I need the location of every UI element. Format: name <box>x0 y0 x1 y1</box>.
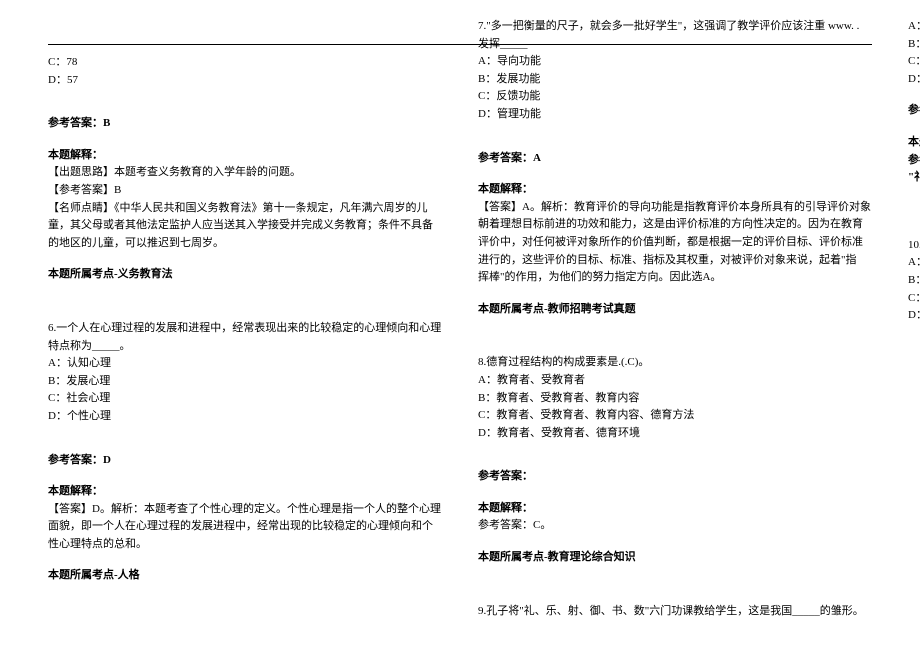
q10-opt-c: C：可在积木区提供一些人偶、小动物、交通工具模型等辅助材料 <box>908 290 920 308</box>
q10-opt-b: B：自选游戏环境的创设是由教师进行的 <box>908 272 920 290</box>
q8-answer: 参考答案： <box>478 468 872 486</box>
q9-exp-l1: 参考答案：D。参考解析： <box>908 152 920 170</box>
q5-answer: 参考答案：B <box>48 115 442 133</box>
q5-opt-d: D：57 <box>48 72 442 90</box>
q9-opt-a: A：活动课程 <box>908 18 920 36</box>
q9-exp-title: 本题解释： <box>908 134 920 152</box>
q7-opt-d: D：管理功能 <box>478 106 872 124</box>
q5-exp-title: 本题解释： <box>48 147 442 165</box>
q5-exp-l1: 【出题思路】本题考查义务教育的入学年龄的问题。 <box>48 164 442 182</box>
q6-opt-d: D：个性心理 <box>48 408 442 426</box>
horizontal-rule <box>48 44 872 45</box>
q6-exp-body: 【答案】D。解析：本题考查了个性心理的定义。个性心理是指一个人的整个心理面貌，即… <box>48 501 442 554</box>
q10-opt-d: D：娃娃家应该是完全敞开式，让每个人都能看到里面有什么 <box>908 307 920 325</box>
q6-opt-b: B：发展心理 <box>48 373 442 391</box>
q6-answer: 参考答案：D <box>48 452 442 470</box>
q9-opt-b: B：综合课程 <box>908 36 920 54</box>
q6-topic: 本题所属考点-人格 <box>48 567 442 585</box>
q8-opt-d: D：教育者、受教育者、德育环境 <box>478 425 872 443</box>
q7-opt-b: B：发展功能 <box>478 71 872 89</box>
q7-exp-cont: 挥棒"的作用，为他们的努力指定方向。因此选A。 <box>478 269 872 287</box>
q5-exp-l3: 【名师点睛】《中华人民共和国义务教育法》第十一条规定，凡年满六周岁的儿童，其父母… <box>48 200 442 253</box>
q7-exp-title: 本题解释： <box>478 181 872 199</box>
q7-answer: 参考答案：A <box>478 150 872 168</box>
q9-opt-c: C：结构课 <box>908 53 920 71</box>
q9-opt-d: D：学科课程 <box>908 71 920 89</box>
q5-topic: 本题所属考点-义务教育法 <box>48 266 442 284</box>
q8-exp-title: 本题解释： <box>478 500 872 518</box>
q7-opt-c: C：反馈功能 <box>478 88 872 106</box>
page-body: C：78 D：57 参考答案：B 本题解释： 【出题思路】本题考查义务教育的入学… <box>0 0 920 630</box>
q5-exp-l2: 【参考答案】B <box>48 182 442 200</box>
q6-opt-c: C：社会心理 <box>48 390 442 408</box>
content-flow: C：78 D：57 参考答案：B 本题解释： 【出题思路】本题考查义务教育的入学… <box>48 18 920 630</box>
q6-stem: 6.一个人在心理过程的发展和进程中，经常表现出来的比较稳定的心理倾向和心理特点称… <box>48 320 442 355</box>
q8-stem: 8.德育过程结构的构成要素是.(.C)。 <box>478 354 872 372</box>
q7-topic: 本题所属考点-教师招聘考试真题 <box>478 301 872 319</box>
q9-stem: 9.孔子将"礼、乐、射、御、书、数"六门功课教给学生，这是我国_____的雏形。 <box>478 603 872 621</box>
q9-exp-l2: "礼、乐、射、御、书、数"是我国古代学科课程的雏形。 <box>908 169 920 187</box>
q5-opt-c: C：78 <box>48 54 442 72</box>
q8-opt-b: B：教育者、受教育者、教育内容 <box>478 390 872 408</box>
q8-exp-body: 参考答案：C。 <box>478 517 872 535</box>
q10-stem: 10.关于幼儿游戏活动区的布置，正确的说法是_____。 <box>908 237 920 255</box>
q7-stem: 7."多一把衡量的尺子，就会多一批好学生"，这强调了教学评价应该注重 www. … <box>478 18 872 53</box>
q8-opt-c: C：教育者、受教育者、教育内容、德育方法 <box>478 407 872 425</box>
q7-opt-a: A：导向功能 <box>478 53 872 71</box>
q8-opt-a: A：教育者、受教育者 <box>478 372 872 390</box>
q8-topic: 本题所属考点-教育理论综合知识 <box>478 549 872 567</box>
q6-exp-title: 本题解释： <box>48 483 442 501</box>
q9-answer: 参考答案：D <box>908 102 920 120</box>
q10-opt-a: A：以阅读为主的图书区可与娃娃家放在一起 <box>908 254 920 272</box>
q7-exp-body: 【答案】A。解析：教育评价的导向功能是指教育评价本身所具有的引导评价对象朝着理想… <box>478 199 872 269</box>
q6-opt-a: A：认知心理 <box>48 355 442 373</box>
